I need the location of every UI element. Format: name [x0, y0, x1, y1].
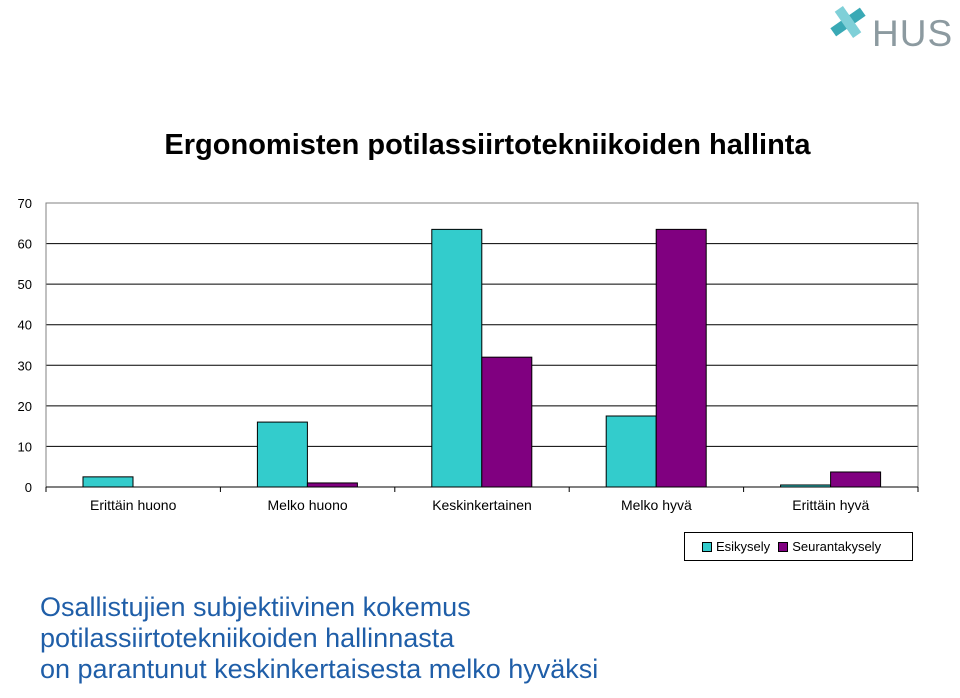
caption-line-3: on parantunut keskinkertaisesta melko hy… [40, 654, 599, 684]
legend-label-seurantakysely: Seurantakysely [792, 539, 882, 554]
legend-label-esikysely: Esikysely [716, 539, 771, 554]
caption-line-1: Osallistujien subjektiivinen kokemus [40, 592, 471, 622]
bar-seurantakysely [830, 471, 882, 488]
hus-cross-logo-icon [830, 6, 866, 38]
y-tick-label: 30 [18, 358, 32, 373]
caption-line-2: potilassiirtotekniikoiden hallinnasta [40, 623, 455, 653]
y-tick-label: 10 [18, 439, 32, 454]
y-tick-label: 70 [18, 196, 32, 211]
x-tick-label: Erittäin huono [90, 497, 177, 513]
legend-swatch-esikysely [702, 541, 712, 552]
y-tick-label: 60 [18, 237, 32, 252]
hus-logo-text: HUS [872, 13, 954, 54]
x-tick-label: Melko huono [268, 497, 348, 513]
y-tick-label: 20 [18, 399, 32, 414]
chart-title: Ergonomisten potilassiirtotekniikoiden h… [164, 129, 811, 161]
x-tick-label: Keskinkertainen [432, 497, 532, 513]
bar-seurantakysely [306, 482, 358, 488]
bar-esikysely [82, 476, 134, 488]
x-tick-label: Melko hyvä [621, 497, 692, 513]
bar-seurantakysely [481, 356, 533, 488]
legend-swatch-seurantakysely [778, 541, 789, 552]
y-tick-label: 50 [18, 277, 32, 292]
bar-chart: 0 10 20 30 40 50 60 70 Erittäin huono Melko huono… [18, 196, 919, 513]
chart-legend: Esikysely Seurantakysely [684, 532, 913, 561]
legend-item-esikysely: Esikysely [702, 539, 770, 554]
bar-esikysely [431, 228, 483, 488]
caption-text: Osallistujien subjektiivinen kokemus pot… [40, 592, 598, 685]
bar-esikysely [605, 415, 657, 488]
bar-esikysely [256, 421, 308, 488]
legend-item-seurantakysely: Seurantakysely [778, 539, 881, 554]
bar-seurantakysely [655, 228, 707, 488]
x-tick-label: Erittäin hyvä [792, 497, 869, 513]
y-tick-label: 0 [25, 480, 32, 495]
y-tick-label: 40 [18, 318, 32, 333]
